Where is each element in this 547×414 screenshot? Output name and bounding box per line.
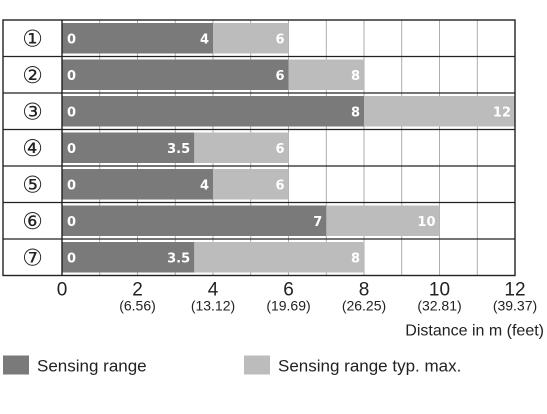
bar-sensing-range bbox=[62, 205, 327, 236]
bar-label-range: 7 bbox=[313, 215, 322, 230]
row-label: ① bbox=[22, 26, 43, 52]
bar-label-max: 8 bbox=[351, 69, 360, 84]
legend-label-typ-max: Sensing range typ. max. bbox=[278, 357, 461, 376]
bar-label-start: 0 bbox=[67, 69, 76, 84]
bar-labels: 0 4 6 0 6 8 0 8 12 0 3.5 6 0 4 6 0 7 10 0 3.5 8 bbox=[67, 32, 511, 266]
row-label: ⑤ bbox=[22, 172, 43, 198]
bar-label-max: 6 bbox=[275, 178, 284, 193]
chart-frame bbox=[2, 19, 516, 277]
bar-label-start: 0 bbox=[67, 251, 76, 266]
bar-sensing-range bbox=[62, 169, 213, 200]
legend: Sensing range Sensing range typ. max. bbox=[3, 355, 461, 376]
legend-swatch-sensing-range bbox=[3, 355, 29, 375]
bar-label-range: 4 bbox=[200, 32, 209, 47]
legend-label-sensing-range: Sensing range bbox=[37, 357, 147, 376]
bar-label-range: 8 bbox=[351, 105, 360, 120]
x-tick-sublabel: (32.81) bbox=[417, 298, 461, 314]
bar-label-start: 0 bbox=[67, 105, 76, 120]
bar-label-range: 3.5 bbox=[167, 251, 190, 266]
row-label: ③ bbox=[22, 99, 43, 125]
bar-sensing-range bbox=[62, 23, 213, 54]
x-tick-sublabel: (13.12) bbox=[191, 298, 235, 314]
row-label: ⑥ bbox=[22, 209, 43, 235]
bar-label-start: 0 bbox=[67, 215, 76, 230]
bar-label-max: 6 bbox=[275, 142, 284, 157]
bar-label-max: 12 bbox=[493, 105, 511, 120]
x-tick-label: 12 bbox=[504, 280, 525, 301]
bar-label-start: 0 bbox=[67, 32, 76, 47]
bar-sensing-range bbox=[62, 96, 364, 127]
row-label: ② bbox=[22, 63, 43, 89]
bar-label-range: 4 bbox=[200, 178, 209, 193]
x-tick-label: 0 bbox=[57, 280, 68, 301]
x-axis-ticks: 0 2(6.56) 4(13.12) 6(19.69) 8(26.25) 10(32.81… bbox=[57, 280, 537, 314]
bar-label-start: 0 bbox=[67, 142, 76, 157]
row-label: ④ bbox=[22, 136, 43, 162]
x-tick-sublabel: (39.37) bbox=[493, 298, 537, 314]
x-tick-label: 2 bbox=[132, 280, 143, 301]
x-axis-title: Distance in m (feet) bbox=[405, 323, 544, 340]
x-tick-label: 4 bbox=[208, 280, 219, 301]
bar-label-max: 6 bbox=[275, 32, 284, 47]
x-tick-label: 8 bbox=[359, 280, 370, 301]
bar-label-range: 6 bbox=[275, 69, 284, 84]
outer-frame bbox=[2, 19, 516, 277]
row-label: ⑦ bbox=[22, 245, 43, 271]
x-tick-sublabel: (19.69) bbox=[266, 298, 310, 314]
bar-label-max: 10 bbox=[417, 215, 435, 230]
x-tick-label: 10 bbox=[429, 280, 450, 301]
row-labels: ① ② ③ ④ ⑤ ⑥ ⑦ bbox=[22, 26, 43, 271]
bar-label-start: 0 bbox=[67, 178, 76, 193]
bar-sensing-range bbox=[62, 59, 289, 90]
bar-label-max: 8 bbox=[351, 251, 360, 266]
legend-swatch-typ-max bbox=[244, 355, 270, 375]
bars bbox=[62, 23, 515, 273]
bar-sensing-range bbox=[62, 132, 195, 163]
x-tick-sublabel: (26.25) bbox=[342, 298, 386, 314]
bar-label-range: 3.5 bbox=[167, 142, 190, 157]
x-tick-sublabel: (6.56) bbox=[119, 298, 156, 314]
bar-sensing-range bbox=[62, 242, 195, 273]
x-tick-label: 6 bbox=[283, 280, 294, 301]
